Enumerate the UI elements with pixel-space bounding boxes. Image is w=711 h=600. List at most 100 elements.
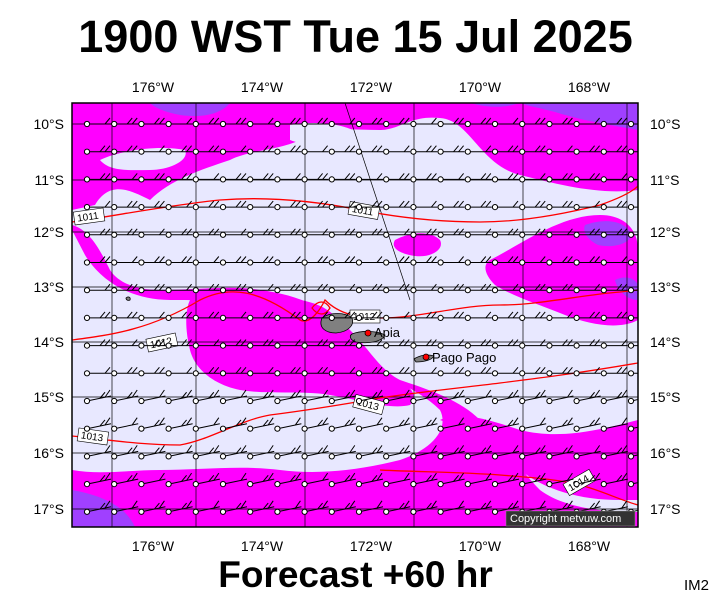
wind-barb [111, 256, 139, 266]
wind-barb [464, 283, 492, 294]
longitude-label: 168°W [568, 79, 611, 95]
isobars [72, 185, 638, 506]
latitude-label: 11°S [650, 172, 679, 188]
wind-barb [165, 417, 193, 432]
wind-barb [247, 500, 275, 515]
longitude-label: 170°W [459, 538, 502, 554]
wind-barb [355, 117, 383, 128]
wind-barb [83, 145, 111, 155]
wind-barb [111, 173, 139, 183]
wind-barb [328, 500, 356, 515]
wind-barb [138, 311, 166, 321]
wind-barb [192, 366, 220, 377]
wind-barb [328, 311, 356, 321]
wind-barb [546, 366, 574, 377]
wind-barb [627, 453, 638, 460]
wind-barb [600, 145, 628, 155]
wind-barb [83, 283, 111, 294]
apia-label: Apia [374, 325, 401, 340]
wind-barb [111, 500, 139, 515]
wind-barb [274, 366, 302, 377]
wind-barb [111, 145, 139, 155]
wind-barb [301, 173, 329, 183]
wind-barb [83, 200, 111, 211]
wind-barb [274, 445, 302, 460]
wind-barb [328, 228, 356, 238]
rain-hole-1 [100, 148, 186, 171]
map-title: 1900 WST Tue 15 Jul 2025 [78, 11, 633, 62]
wind-barb [627, 314, 638, 321]
pago-pago-marker [422, 353, 430, 361]
wind-barb [410, 366, 438, 377]
wind-barb [464, 311, 492, 321]
wind-barb [464, 228, 492, 238]
wind-barb [627, 425, 638, 432]
wind-barb [219, 256, 247, 266]
wind-barb [600, 445, 628, 460]
wind-barb [219, 500, 248, 515]
wind-barb [546, 445, 574, 460]
wind-barb [410, 117, 438, 128]
wind-barb [383, 472, 411, 488]
wind-barb [383, 145, 411, 155]
wind-barb [138, 417, 166, 432]
wind-barb [274, 256, 302, 266]
wind-barb [328, 256, 356, 266]
wind-barb [301, 145, 329, 155]
wind-barb [410, 200, 438, 211]
wind-barb [111, 366, 139, 377]
wind-barb [437, 417, 465, 432]
wind-barb [328, 145, 356, 155]
wind-barb [464, 445, 492, 460]
wind-barb [491, 200, 519, 211]
wind-barb [519, 366, 547, 377]
wind-barb [491, 256, 519, 266]
wind-barb [383, 445, 411, 460]
wind-barb [464, 256, 492, 266]
wind-barb [192, 200, 220, 211]
wind-barb [138, 500, 166, 515]
wind-barb [247, 200, 275, 211]
heavy-rain-edge [615, 277, 638, 300]
image-tag: IM2 [683, 577, 709, 594]
wind-barb [301, 117, 329, 128]
rain-area-small [393, 233, 441, 257]
wind-barb [274, 417, 302, 432]
rain-area-north [72, 103, 638, 210]
wind-barb [328, 283, 356, 294]
wind-barb [247, 311, 275, 321]
wind-barb [219, 445, 248, 460]
wind-barb [491, 311, 519, 321]
wind-barb [355, 283, 383, 294]
copyright-text: Copyright metvuw.com [510, 513, 621, 525]
wind-barb [83, 173, 111, 183]
wind-barb [546, 256, 574, 266]
wind-barb [491, 228, 519, 238]
wind-barb [192, 283, 220, 294]
wind-barb [192, 228, 220, 238]
wind-barb [600, 366, 628, 377]
place-markers: Apia Pago Pago [364, 325, 496, 365]
wind-barb [274, 173, 302, 183]
wind-barb [437, 145, 465, 155]
wind-barb [355, 366, 383, 377]
wind-barb [111, 311, 139, 321]
wind-barb [192, 445, 220, 460]
wind-barb [491, 173, 519, 183]
wind-barb [219, 228, 247, 238]
wind-barb [600, 256, 628, 266]
wind-barb [600, 311, 628, 321]
latitude-labels-right: 10°S 11°S 12°S 13°S 14°S 15°S 16°S 17°S [650, 116, 681, 517]
wind-barb [355, 445, 384, 460]
wind-barb [247, 145, 275, 155]
wind-barb [274, 117, 302, 128]
latitude-label: 10°S [33, 116, 64, 132]
wind-barb [464, 366, 492, 377]
wind-barb [410, 417, 438, 432]
isobar-label-text: 1013 [80, 430, 104, 444]
wind-barb [437, 256, 465, 266]
wind-barb [410, 311, 438, 321]
wind-barb [437, 117, 465, 128]
wind-barb [219, 417, 248, 432]
wind-barb [437, 445, 465, 460]
